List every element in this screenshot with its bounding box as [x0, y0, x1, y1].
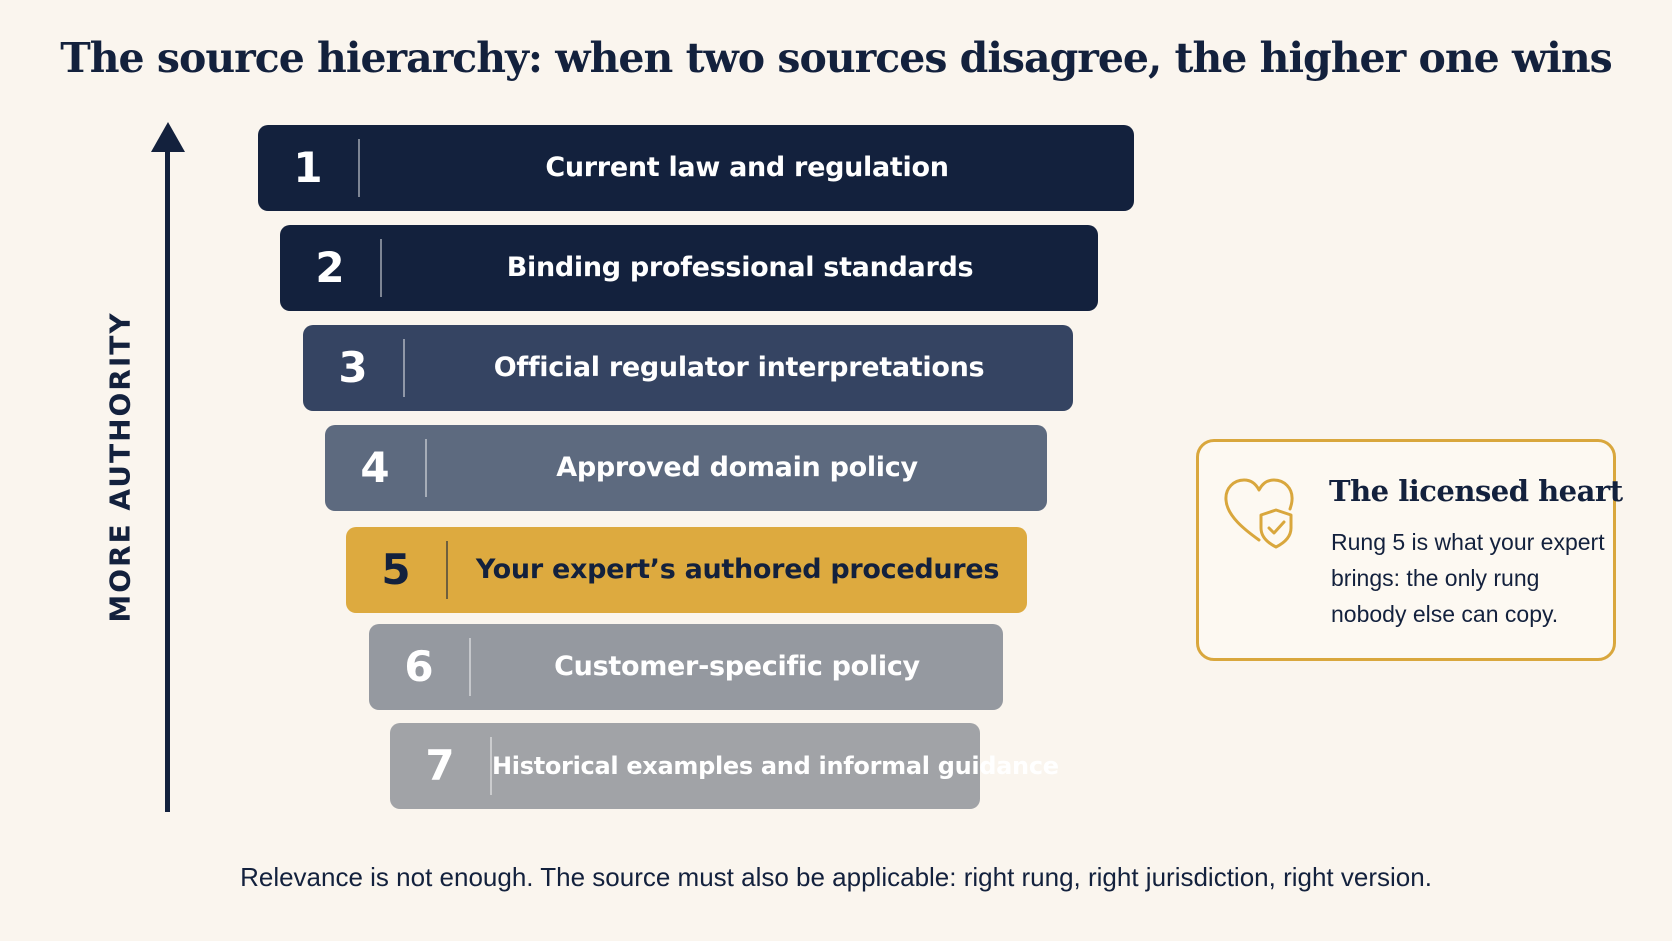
rung-divider — [403, 339, 405, 397]
rung-divider — [446, 541, 448, 599]
rung-number: 2 — [315, 243, 345, 292]
rung-label: Your expert’s authored procedures — [475, 554, 1000, 585]
callout-title: The licensed heart — [1329, 474, 1623, 508]
rung-2: 2 Binding professional standards — [280, 225, 1098, 311]
rung-7: 7 Historical examples and informal guida… — [390, 723, 1059, 809]
rung-label: Official regulator interpretations — [493, 352, 985, 383]
rung-number: 3 — [338, 343, 368, 392]
heart-shield-check-icon — [1224, 478, 1294, 549]
rung-number: 6 — [404, 642, 434, 691]
rung-number: 5 — [381, 545, 411, 594]
rung-divider — [469, 638, 471, 696]
callout-body: Rung 5 is what your expert brings: the o… — [1331, 529, 1605, 627]
rung-label: Current law and regulation — [545, 152, 949, 183]
authority-axis — [148, 122, 188, 812]
rung-label: Customer-specific policy — [554, 651, 920, 682]
rung-label: Binding professional standards — [506, 252, 974, 283]
rung-4: 4 Approved domain policy — [325, 425, 1047, 511]
rung-divider — [358, 139, 360, 197]
rung-label: Historical examples and informal guidanc… — [492, 752, 1059, 780]
licensed-heart-callout: The licensed heart Rung 5 is what your e… — [1196, 439, 1623, 661]
rung-3: 3 Official regulator interpretations — [303, 325, 1073, 411]
rung-label: Approved domain policy — [556, 452, 918, 483]
rung-number: 1 — [293, 143, 323, 192]
rung-number: 4 — [360, 443, 390, 492]
rung-divider — [380, 239, 382, 297]
axis-label: MORE AUTHORITY — [103, 311, 137, 623]
page-title: The source hierarchy: when two sources d… — [60, 34, 1613, 82]
footnote: Relevance is not enough. The source must… — [240, 862, 1432, 892]
rung-6: 6 Customer-specific policy — [369, 624, 1003, 710]
rung-divider — [425, 439, 427, 497]
rung-number: 7 — [425, 741, 455, 790]
axis-line — [165, 144, 170, 812]
rung-divider — [490, 737, 492, 795]
rung-5-highlighted: 5 Your expert’s authored procedures — [346, 527, 1027, 613]
rung-1: 1 Current law and regulation — [258, 125, 1134, 211]
